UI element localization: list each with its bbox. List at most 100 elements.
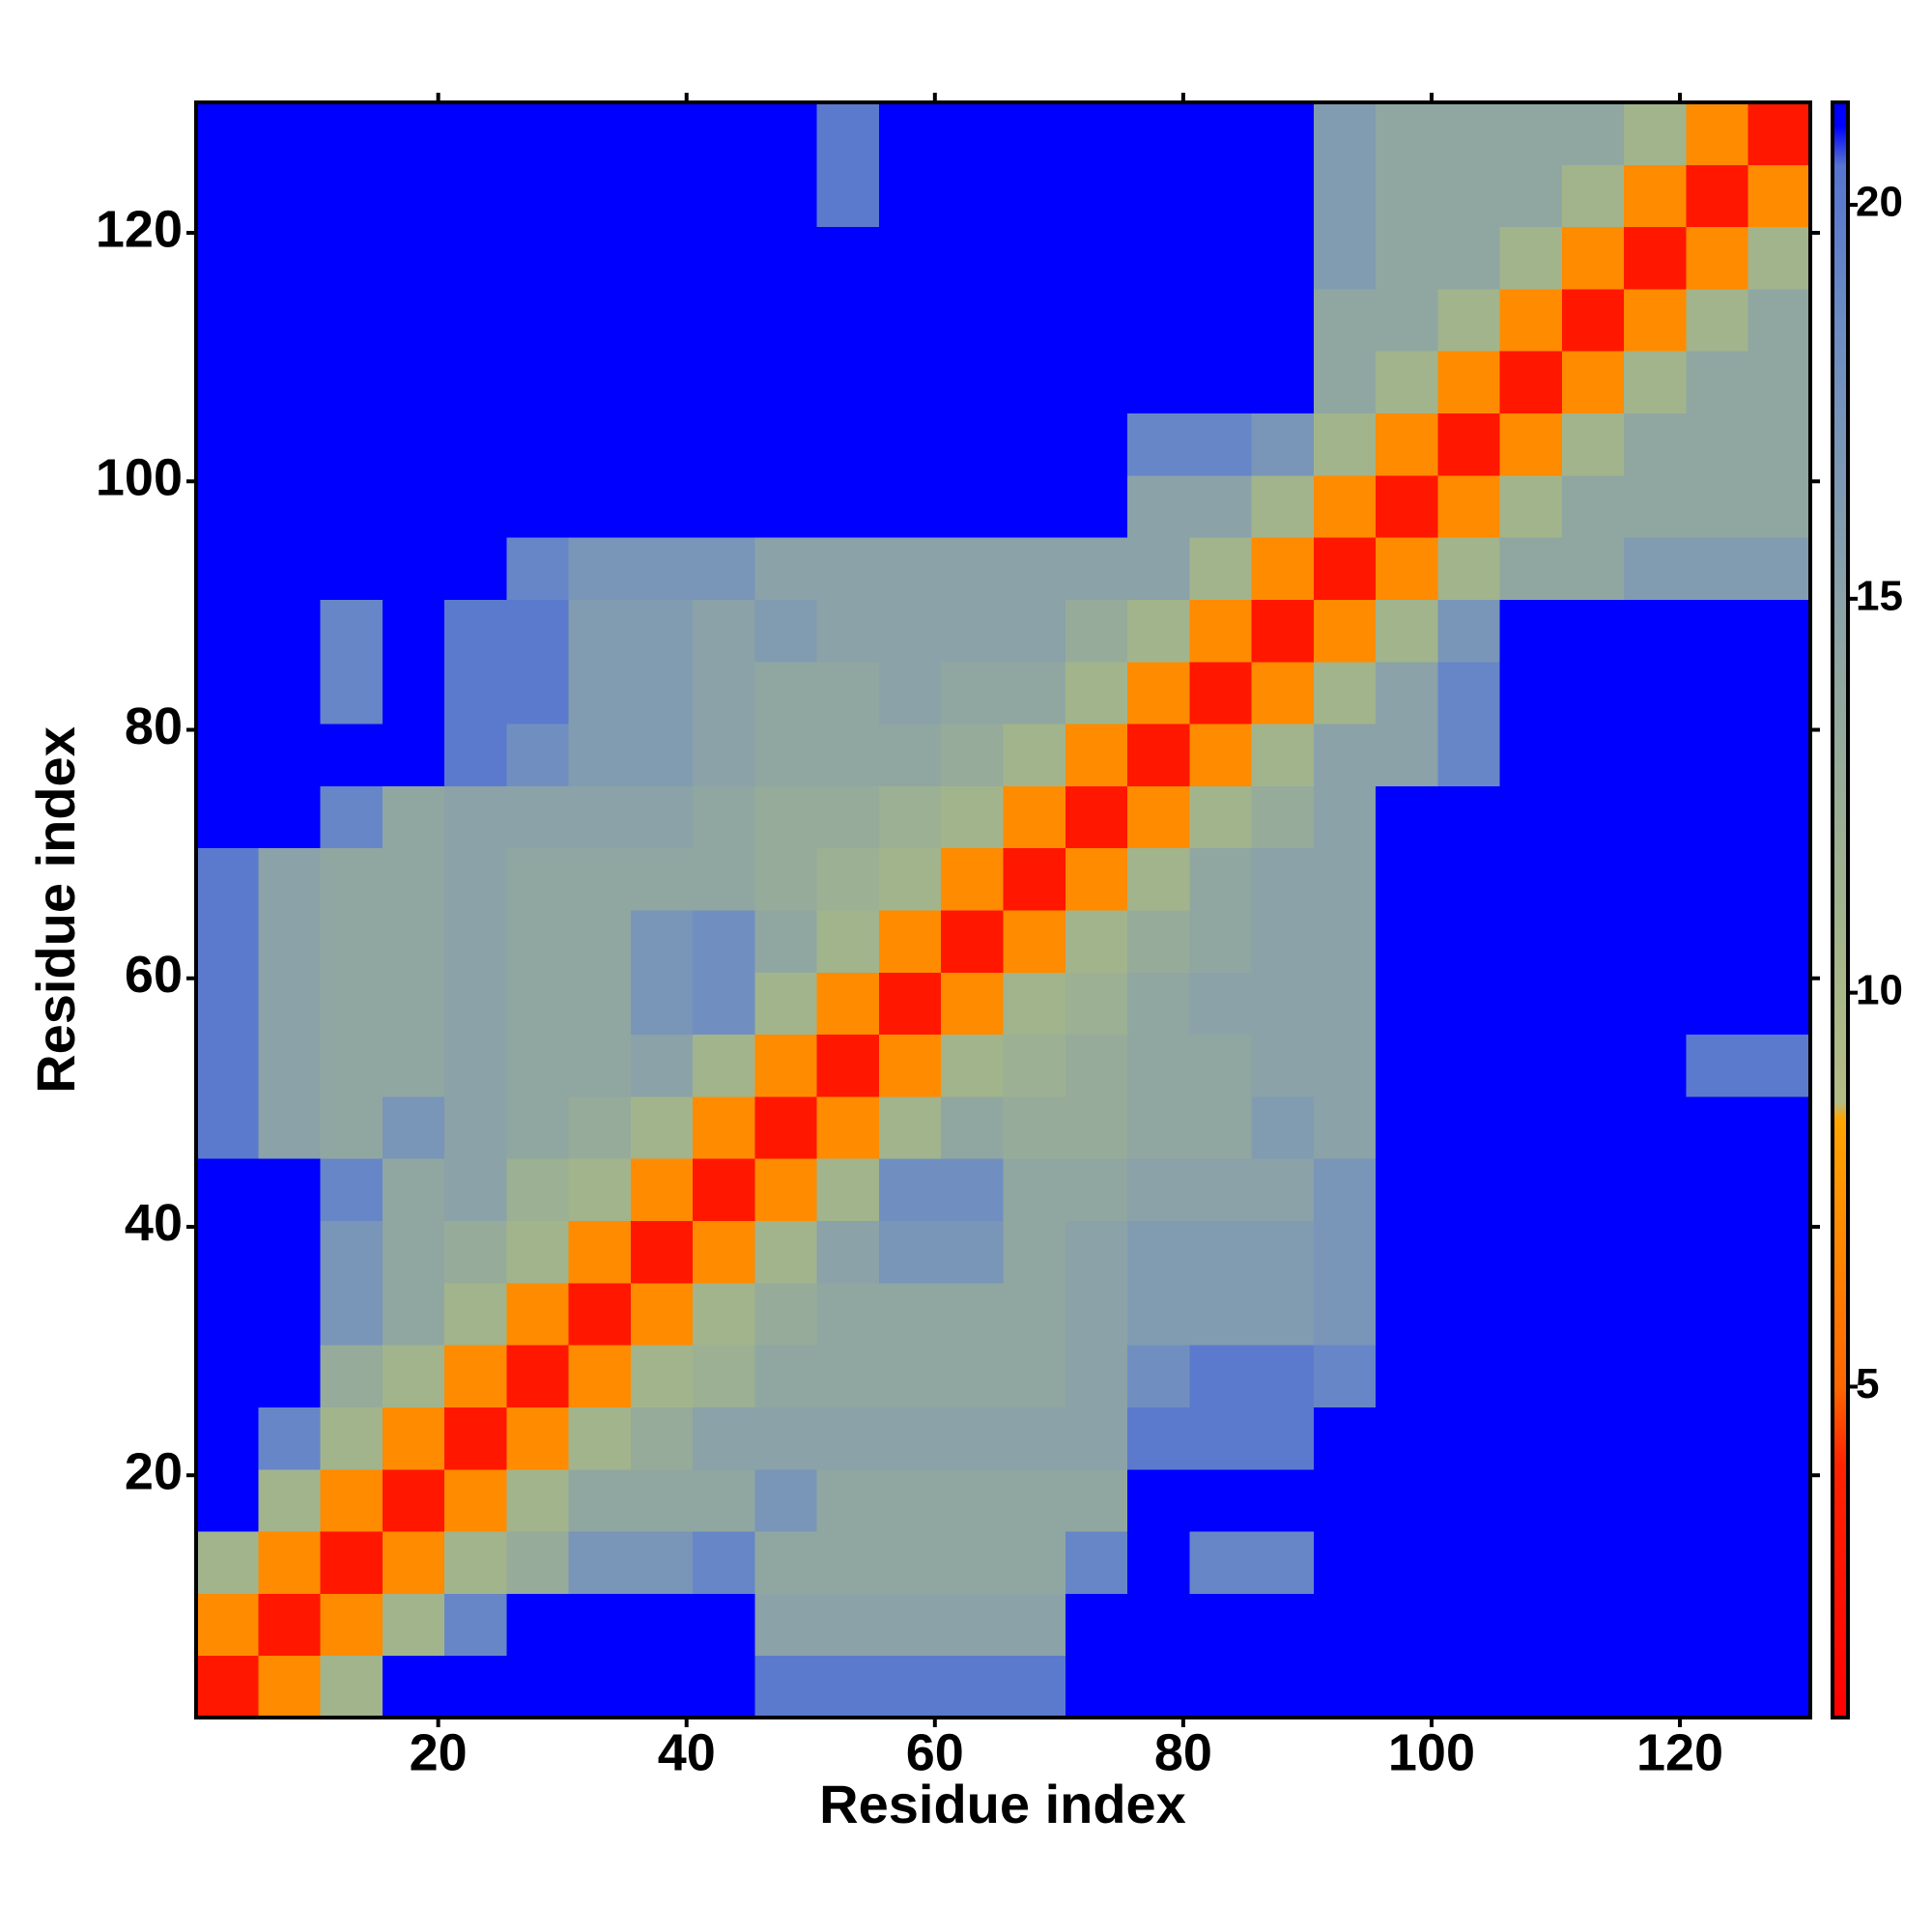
heatmap-cell [444,1220,507,1284]
heatmap-cell [444,1345,507,1407]
heatmap-cell [1313,288,1377,352]
heatmap-cell [382,1282,445,1346]
heatmap-cell [1065,288,1128,352]
heatmap-cell [1189,1095,1253,1159]
heatmap-cell [1499,910,1563,973]
heatmap-cell [382,1531,445,1594]
heatmap-cell [1499,724,1563,786]
heatmap-cell [816,599,880,663]
heatmap-cell [1437,972,1501,1036]
heatmap-cell [1437,1468,1501,1532]
heatmap-cell [1747,1593,1811,1657]
y-tick-label: 20 [125,1442,183,1500]
heatmap-cell [941,1655,1004,1719]
heatmap-cell [1003,1531,1066,1594]
heatmap-cell [1003,474,1066,538]
heatmap-cell [754,288,818,352]
heatmap-cell [506,972,570,1036]
heatmap-cell [1251,1034,1315,1097]
heatmap-cell [196,164,259,228]
heatmap-cell [1376,412,1438,476]
heatmap-cell [1499,1345,1563,1407]
heatmap-cell [1189,102,1253,165]
heatmap-cell [196,661,259,724]
heatmap-cell [1189,1531,1253,1594]
heatmap-cell [754,1406,818,1470]
heatmap-cell [1376,785,1438,849]
heatmap-cell [568,972,632,1036]
heatmap-cell [444,1655,507,1719]
heatmap-cell [1747,724,1811,786]
heatmap-cell [506,1158,570,1222]
heatmap-cell [941,910,1004,973]
heatmap-cell [258,474,322,538]
heatmap-cell [1189,1034,1253,1097]
heatmap-cell [878,1158,942,1222]
heatmap-cell [1747,910,1811,973]
heatmap-cell [1747,1468,1811,1532]
heatmap-cell [1065,1655,1128,1719]
heatmap-cell [693,164,755,228]
heatmap-cell [1624,1345,1687,1407]
heatmap-cell [1499,537,1563,600]
heatmap-cell [941,226,1004,290]
x-tick-label: 20 [410,1723,468,1781]
heatmap-cell [1376,164,1438,228]
heatmap-cell [1686,226,1749,290]
heatmap-cell [568,1034,632,1097]
heatmap-cell [506,847,570,911]
heatmap-cell [568,1468,632,1532]
heatmap-cell [1561,1034,1625,1097]
heatmap-cell [1561,1220,1625,1284]
heatmap-cell [1624,1220,1687,1284]
heatmap-cell [1003,1468,1066,1532]
heatmap-cell [816,661,880,724]
heatmap-cell [196,474,259,538]
heatmap-cell [941,537,1004,600]
heatmap-cell [1251,972,1315,1036]
heatmap-cell [196,1158,259,1222]
heatmap-cell [258,226,322,290]
colorbar-tick-label: 20 [1856,179,1903,226]
heatmap-cell [816,1220,880,1284]
heatmap-cell [258,412,322,476]
heatmap-cell [1127,412,1190,476]
heatmap-cell [1686,164,1749,228]
heatmap-cell [258,1034,322,1097]
heatmap-cell [1686,1406,1749,1470]
heatmap-cell [1747,847,1811,911]
heatmap-cell [506,412,570,476]
heatmap-cell [1065,474,1128,538]
heatmap-cell [1561,164,1625,228]
heatmap-cell [1624,910,1687,973]
heatmap-cell [1376,102,1438,165]
heatmap-cell [816,785,880,849]
heatmap-cell [1437,785,1501,849]
heatmap-cell [1251,1158,1315,1222]
heatmap-cell [1189,537,1253,600]
heatmap-cell [1189,599,1253,663]
heatmap-cell [941,1282,1004,1346]
heatmap-cell [1376,1034,1438,1097]
heatmap-cell [506,599,570,663]
heatmap-cell [320,1593,384,1657]
heatmap-cell [506,102,570,165]
heatmap-cell [693,1220,755,1284]
heatmap-cell [1127,724,1190,786]
heatmap-cell [1313,1468,1377,1532]
heatmap-cell [1376,226,1438,290]
heatmap-cell [568,412,632,476]
heatmap-cell [1189,1468,1253,1532]
heatmap-cell [382,537,445,600]
heatmap-cell [754,972,818,1036]
heatmap-cell [1003,661,1066,724]
heatmap-cell [382,226,445,290]
heatmap-cell [816,1034,880,1097]
heatmap-cell [382,785,445,849]
heatmap-cell [1189,847,1253,911]
heatmap-cell [506,1593,570,1657]
heatmap-cell [878,1345,942,1407]
heatmap-cell [1561,1468,1625,1532]
heatmap-cell [1376,1282,1438,1346]
heatmap-cell [693,724,755,786]
